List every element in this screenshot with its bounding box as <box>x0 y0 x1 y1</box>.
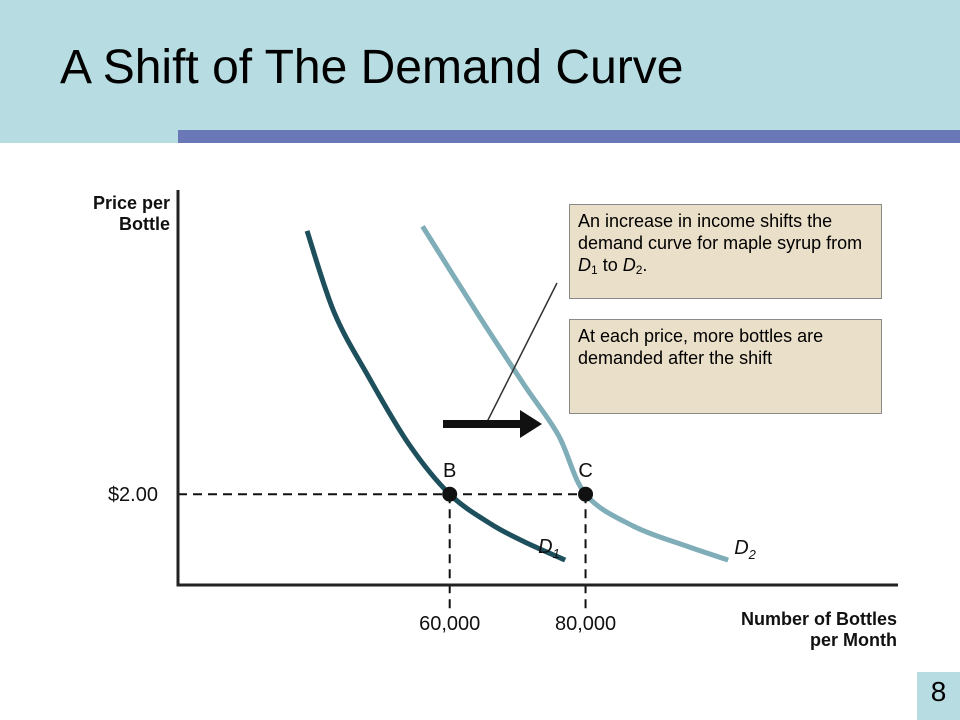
callout-more-demanded: At each price, more bottles are demanded… <box>569 319 882 414</box>
y-axis-label: Price per Bottle <box>40 193 170 235</box>
y-axis-label-line-2: Bottle <box>119 214 170 234</box>
callout-pointer-line <box>486 282 558 423</box>
callout-period: . <box>642 255 648 275</box>
callout-income-text: An increase in income shifts the demand … <box>578 211 863 253</box>
x-axis-label-line-2: per Month <box>810 630 897 650</box>
slide-title: A Shift of The Demand Curve <box>60 41 684 94</box>
callout-d2-subscript: 2 <box>635 263 643 277</box>
y-axis-label-line-1: Price per <box>92 193 170 213</box>
point-label-b: B <box>443 460 456 482</box>
x-axis-label-line-1: Number of Bottles <box>740 609 897 629</box>
shift-arrow-icon <box>443 410 542 438</box>
callout-d2-symbol: D <box>622 255 636 275</box>
x-tick-label-2: 80,000 <box>555 613 616 635</box>
y-tick-label-1: $2.00 <box>108 484 158 506</box>
callout-income-shift: An increase in income shifts the demand … <box>569 204 882 299</box>
page-number-box <box>917 672 960 720</box>
callout-d1-subscript: 1 <box>591 263 598 277</box>
curve-label-2: D2 <box>734 537 756 562</box>
demand-curve-1 <box>304 230 567 563</box>
callout-to-text: to <box>597 255 623 275</box>
point-b <box>442 486 458 502</box>
callout-d1-symbol: D <box>578 255 591 275</box>
curve-label-1: D1 <box>538 536 560 561</box>
x-axis-label: Number of Bottles per Month <box>640 609 897 651</box>
header-band <box>0 0 960 143</box>
x-tick-label-1: 60,000 <box>419 613 480 635</box>
point-label-c: C <box>578 460 592 482</box>
demand-curve-2 <box>420 224 729 563</box>
header-accent-bar <box>178 130 960 143</box>
page-number: 8 <box>930 676 947 707</box>
point-c <box>578 486 594 502</box>
callout-more-demanded-text: At each price, more bottles are demanded… <box>578 326 824 368</box>
